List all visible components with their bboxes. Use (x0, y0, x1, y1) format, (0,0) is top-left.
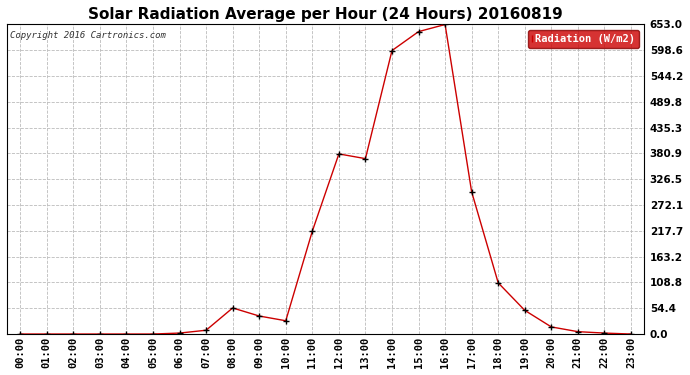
Title: Solar Radiation Average per Hour (24 Hours) 20160819: Solar Radiation Average per Hour (24 Hou… (88, 7, 563, 22)
Text: Copyright 2016 Cartronics.com: Copyright 2016 Cartronics.com (10, 31, 166, 40)
Legend: Radiation (W/m2): Radiation (W/m2) (528, 30, 639, 48)
